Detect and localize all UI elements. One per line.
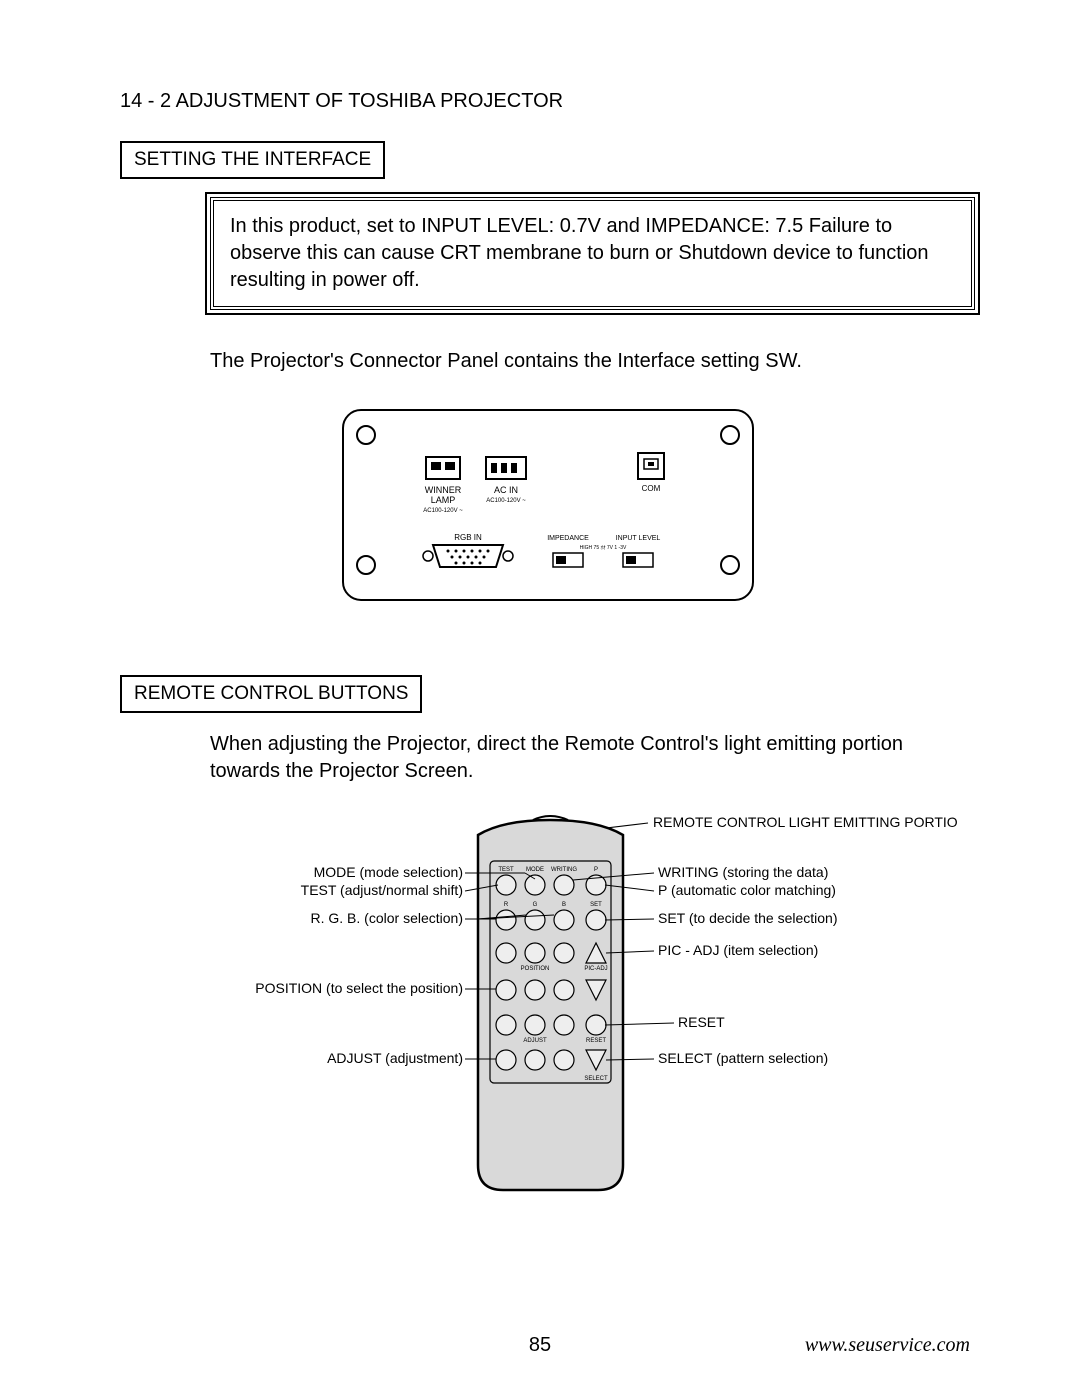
callout-adjust: ADJUST (adjustment) [327, 1050, 463, 1066]
panel-ac-range: AC100-120V ~ [486, 498, 526, 504]
svg-text:B: B [561, 902, 565, 908]
svg-text:PIC-ADJ: PIC-ADJ [584, 966, 607, 972]
svg-text:SET: SET [590, 902, 602, 908]
panel-inputlevel-label: INPUT LEVEL [615, 535, 660, 542]
callout-picadj: PIC - ADJ (item selection) [658, 942, 818, 958]
callout-reset: RESET [678, 1014, 725, 1030]
page-url: www.seuservice.com [805, 1334, 970, 1357]
svg-text:WRITING: WRITING [551, 867, 577, 873]
remote-heading: REMOTE CONTROL BUTTONS [120, 675, 422, 713]
panel-acin-label: AC IN [493, 485, 517, 495]
svg-text:G: G [532, 902, 537, 908]
callout-rgb: R. G. B. (color selection) [310, 910, 463, 926]
callout-mode: MODE (mode selection) [313, 864, 462, 880]
interface-body: The Projector's Connector Panel contains… [210, 348, 975, 375]
svg-text:SELECT: SELECT [584, 1076, 608, 1082]
svg-text:POSITION: POSITION [520, 966, 549, 972]
callout-set: SET (to decide the selection) [658, 910, 838, 926]
panel-ac-range2: AC100-120V ~ [423, 508, 463, 514]
callout-select: SELECT (pattern selection) [658, 1050, 828, 1066]
svg-text:MODE: MODE [526, 867, 544, 873]
connector-panel-diagram: WINNER LAMP AC100-120V ~ AC IN AC100-120… [120, 405, 975, 605]
panel-winner-label: WINNER [424, 485, 461, 495]
panel-rgb-label: RGB IN [454, 533, 482, 542]
callout-writing: WRITING (storing the data) [658, 864, 828, 880]
svg-text:P: P [593, 867, 597, 873]
warning-box: In this product, set to INPUT LEVEL: 0.7… [210, 197, 975, 310]
panel-lamp-label: LAMP [430, 495, 455, 505]
callout-p: P (automatic color matching) [658, 882, 836, 898]
section-header: 14 - 2 ADJUSTMENT OF TOSHIBA PROJECTOR [120, 90, 975, 113]
svg-text:R: R [503, 902, 508, 908]
svg-text:TEST: TEST [498, 867, 514, 873]
panel-com-label: COM [641, 484, 660, 493]
interface-heading: SETTING THE INTERFACE [120, 141, 385, 179]
panel-sw-labels: HIGH 75 ｵｵ 7V 1 -3V [579, 545, 626, 551]
svg-text:RESET: RESET [585, 1038, 605, 1044]
callout-test: TEST (adjust/normal shift) [300, 882, 462, 898]
remote-diagram: REMOTE CONTROL LIGHT EMITTING PORTION TE… [120, 815, 975, 1215]
remote-top-callout: REMOTE CONTROL LIGHT EMITTING PORTION [653, 815, 958, 830]
callout-position: POSITION (to select the position) [255, 980, 463, 996]
panel-impedance-label: IMPEDANCE [547, 535, 589, 542]
remote-body: When adjusting the Projector, direct the… [210, 731, 975, 785]
svg-text:ADJUST: ADJUST [523, 1038, 547, 1044]
